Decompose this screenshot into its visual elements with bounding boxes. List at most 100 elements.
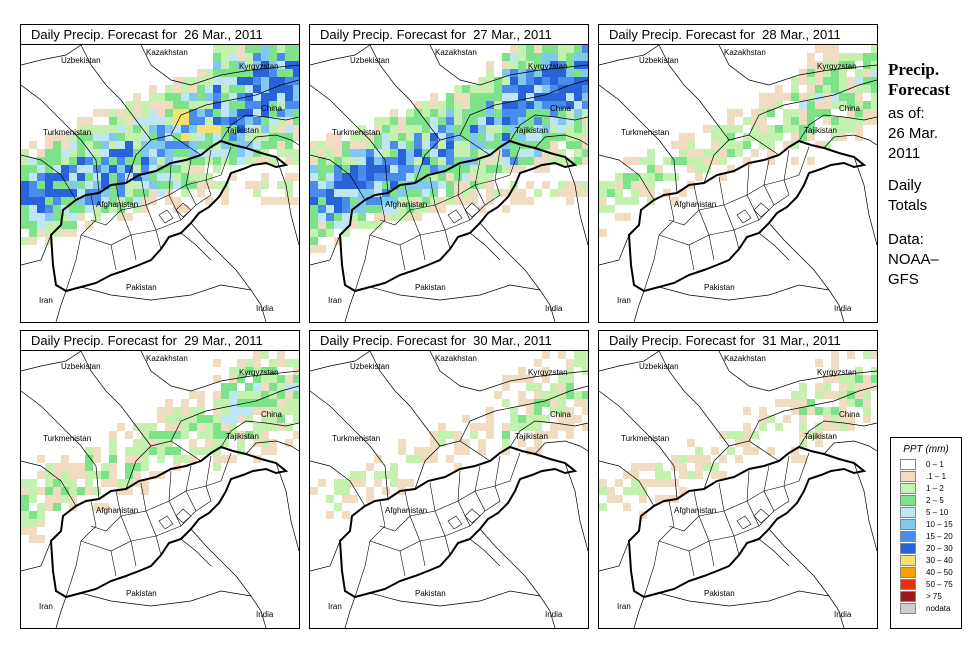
precip-cell [863, 85, 871, 93]
precip-cell [133, 189, 141, 197]
country-border [80, 590, 252, 607]
precip-cell [807, 77, 815, 85]
legend-item: .1 – 1 [900, 470, 961, 482]
precip-cell [855, 383, 863, 391]
precip-cell [221, 45, 229, 53]
precip-cell [358, 471, 366, 479]
precip-cell [510, 69, 518, 77]
map-label-uzbekistan: Uzbekistan [350, 362, 390, 371]
legend-label: 20 – 30 [926, 543, 953, 553]
precip-cell [735, 455, 743, 463]
precip-cell [486, 149, 494, 157]
precip-cell [350, 495, 358, 503]
precip-cell [229, 415, 237, 423]
precip-cell [438, 439, 446, 447]
precip-cell [318, 213, 326, 221]
precip-cell [366, 141, 374, 149]
precip-cell [470, 423, 478, 431]
precip-cell [197, 69, 205, 77]
precip-cell [261, 351, 269, 359]
precip-cell [189, 141, 197, 149]
precip-cell [510, 93, 518, 101]
precip-cell [518, 189, 526, 197]
precip-cell [582, 69, 588, 77]
precip-cell [751, 125, 759, 133]
precip-cell [631, 197, 639, 205]
country-border [633, 596, 645, 628]
precip-cell [695, 157, 703, 165]
precip-cell [157, 133, 165, 141]
precip-cell [125, 173, 133, 181]
precip-cell [550, 133, 558, 141]
country-border [369, 590, 541, 607]
precip-cell [269, 367, 277, 375]
precip-cells [599, 351, 877, 519]
precip-cell [599, 197, 607, 205]
country-border [564, 462, 588, 552]
precip-cell [382, 133, 390, 141]
legend-item: 30 – 40 [900, 554, 961, 566]
precip-cell [398, 117, 406, 125]
country-border [414, 134, 491, 184]
precip-cell [61, 189, 69, 197]
precip-cell [430, 101, 438, 109]
precip-cell [422, 149, 430, 157]
precip-cell [93, 503, 101, 511]
precip-cell [133, 197, 141, 205]
precip-cell [157, 189, 165, 197]
precip-cell [647, 463, 655, 471]
precip-cell [390, 133, 398, 141]
precip-cell [566, 423, 574, 431]
precip-cell [253, 367, 261, 375]
province-border [444, 229, 451, 250]
precip-cell [406, 149, 414, 157]
precip-cell [574, 125, 582, 133]
precip-cell [446, 181, 454, 189]
precip-cell [245, 367, 253, 375]
precip-cell [285, 101, 293, 109]
precip-cell [831, 415, 839, 423]
precip-cell [61, 455, 69, 463]
precip-cell [269, 383, 277, 391]
precip-cell [277, 399, 285, 407]
precip-cell [679, 149, 687, 157]
panel-title: Daily Precip. Forecast for 31 Mar., 2011 [599, 331, 877, 351]
precip-cell [45, 141, 53, 149]
precip-cell [831, 359, 839, 367]
precip-cell [542, 125, 550, 133]
precip-cell [542, 431, 550, 439]
country-border [718, 351, 877, 392]
precip-cell [558, 149, 566, 157]
precip-cell [574, 133, 582, 141]
precip-cell [839, 391, 847, 399]
precip-cell [526, 383, 534, 391]
precip-cell [117, 181, 125, 189]
precip-cell [334, 141, 342, 149]
precip-cell [470, 197, 478, 205]
precip-cell [599, 479, 607, 487]
afghanistan-border [338, 445, 578, 599]
precip-cell [486, 431, 494, 439]
precip-cell [197, 77, 205, 85]
precip-cell [277, 85, 285, 93]
province-border [658, 500, 675, 542]
precip-cell [711, 447, 719, 455]
country-border [140, 45, 299, 86]
precip-cell [45, 165, 53, 173]
precip-cell [534, 431, 542, 439]
precip-cell [165, 133, 173, 141]
precip-cell [406, 455, 414, 463]
precip-cell [149, 93, 157, 101]
precip-cell [502, 69, 510, 77]
precip-cell [350, 189, 358, 197]
precip-cell [221, 407, 229, 415]
precip-cell [390, 149, 398, 157]
precip-cell [526, 197, 534, 205]
precip-cell [21, 205, 29, 213]
precip-cell [173, 149, 181, 157]
country-border [310, 390, 389, 500]
precip-cell [53, 181, 61, 189]
country-border [21, 460, 77, 507]
precip-cell [85, 141, 93, 149]
precip-cell [831, 77, 839, 85]
